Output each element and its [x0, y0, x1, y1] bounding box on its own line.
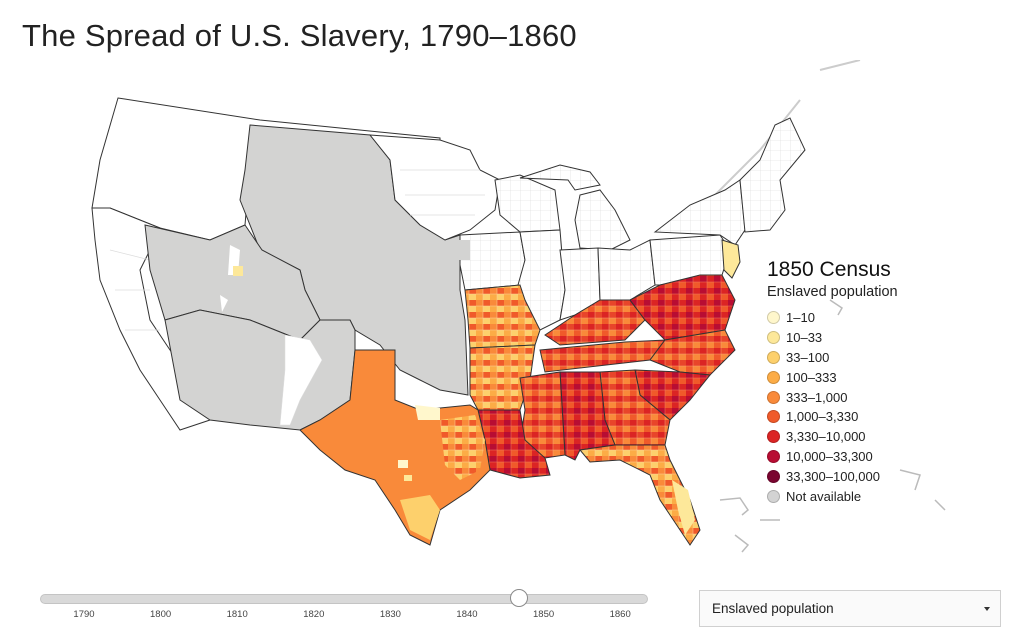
legend-swatch-icon [767, 449, 780, 463]
legend-item: 33,300–100,000 [767, 466, 898, 486]
legend-item: 10,000–33,300 [767, 447, 898, 467]
slider-tick-label: 1800 [150, 609, 172, 620]
legend-swatch-icon [767, 370, 780, 384]
legend-item: 33–100 [767, 348, 898, 368]
legend-label: Not available [786, 488, 862, 504]
dropdown-selected-value: Enslaved population [712, 601, 834, 616]
region-missouri[interactable] [464, 284, 541, 349]
region-florida[interactable] [579, 444, 701, 546]
legend-swatch-icon [767, 430, 780, 444]
region-michigan[interactable] [519, 164, 631, 251]
legend-label: 10,000–33,300 [786, 448, 873, 464]
legend-item: 333–1,000 [767, 387, 898, 407]
region-ohio[interactable] [597, 239, 656, 301]
chevron-down-icon [984, 607, 990, 611]
region-tennessee[interactable] [539, 339, 667, 373]
slider-tick-label: 1860 [609, 609, 631, 620]
slider-tick-label: 1840 [456, 609, 478, 620]
legend-label: 33,300–100,000 [786, 468, 880, 484]
legend-label: 1,000–3,330 [786, 409, 859, 425]
legend-item: 10–33 [767, 328, 898, 348]
region-minnesota-territory[interactable] [368, 134, 501, 241]
region-wisconsin[interactable] [494, 174, 561, 233]
legend-item: 1,000–3,330 [767, 407, 898, 427]
legend-label: 100–333 [786, 369, 837, 385]
legend-swatch-icon [767, 390, 780, 404]
slider-tick-label: 1820 [303, 609, 325, 620]
legend-label: 33–100 [786, 349, 830, 365]
region-new-england[interactable] [739, 117, 806, 233]
region-new-jersey[interactable] [721, 239, 741, 279]
legend-label: 333–1,000 [786, 389, 848, 405]
legend-item: 1–10 [767, 308, 898, 328]
variable-dropdown[interactable]: Enslaved population [699, 590, 1001, 627]
legend-swatch-icon [767, 410, 780, 424]
legend-swatch-icon [767, 331, 780, 345]
region-virginia[interactable] [629, 274, 736, 341]
legend-swatch-icon [767, 489, 780, 503]
legend-item: 100–333 [767, 367, 898, 387]
map-legend: 1850 Census Enslaved population 1–10 10–3… [767, 258, 898, 506]
slider-tick-label: 1830 [379, 609, 401, 620]
legend-swatch-icon [767, 311, 780, 325]
legend-subtitle: Enslaved population [767, 284, 898, 300]
slider-tick-label: 1850 [533, 609, 555, 620]
legend-item: 3,330–10,000 [767, 427, 898, 447]
year-slider-thumb[interactable] [510, 589, 528, 607]
us-county-map[interactable] [0, 60, 1024, 580]
page-title: The Spread of U.S. Slavery, 1790–1860 [22, 18, 577, 53]
year-slider-track[interactable] [40, 594, 648, 604]
slider-tick-label: 1790 [73, 609, 95, 620]
legend-swatch-icon [767, 469, 780, 483]
region-new-york[interactable] [653, 179, 746, 246]
legend-label: 10–33 [786, 330, 823, 346]
legend-label: 3,330–10,000 [786, 429, 866, 445]
legend-label: 1–10 [786, 310, 815, 326]
slider-tick-label: 1810 [226, 609, 248, 620]
legend-item: Not available [767, 486, 898, 506]
legend-swatch-icon [767, 350, 780, 364]
legend-title: 1850 Census [767, 258, 891, 281]
